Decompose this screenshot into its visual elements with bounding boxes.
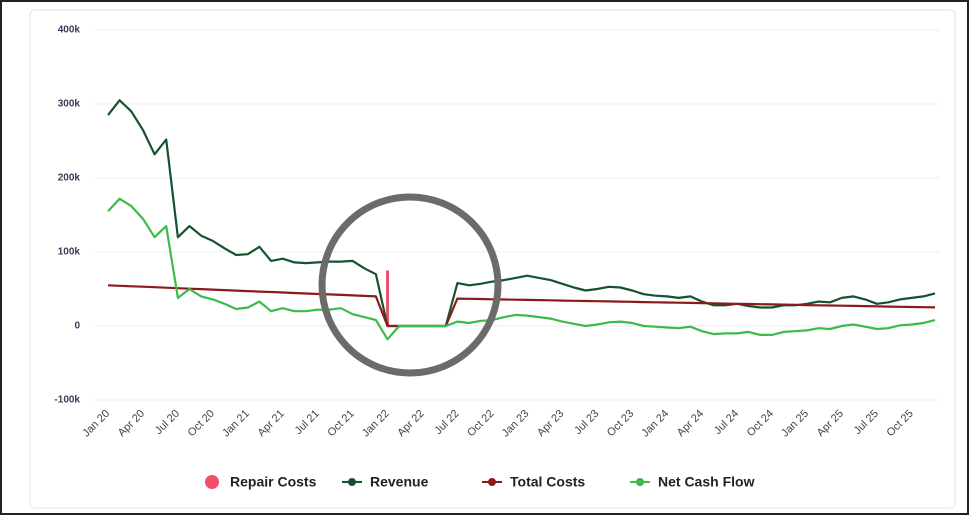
legend-marker (205, 475, 219, 489)
y-tick-label: 100k (58, 247, 81, 258)
y-tick-label: 200k (58, 173, 81, 184)
line (107, 284, 936, 328)
highlight-circle (318, 193, 502, 377)
legend-label: Total Costs (510, 474, 585, 490)
legend-label: Net Cash Flow (658, 474, 755, 490)
y-tick-label: 0 (74, 321, 80, 332)
y-tick-label: -100k (54, 395, 80, 406)
bar (386, 270, 390, 326)
legend-marker (348, 478, 356, 486)
legend-label: Revenue (370, 474, 429, 490)
legend-marker (488, 478, 496, 486)
legend-label: Repair Costs (230, 474, 317, 490)
y-tick-label: 400k (58, 25, 81, 36)
line (107, 197, 936, 341)
legend-marker (636, 478, 644, 486)
y-tick-label: 300k (58, 99, 81, 110)
